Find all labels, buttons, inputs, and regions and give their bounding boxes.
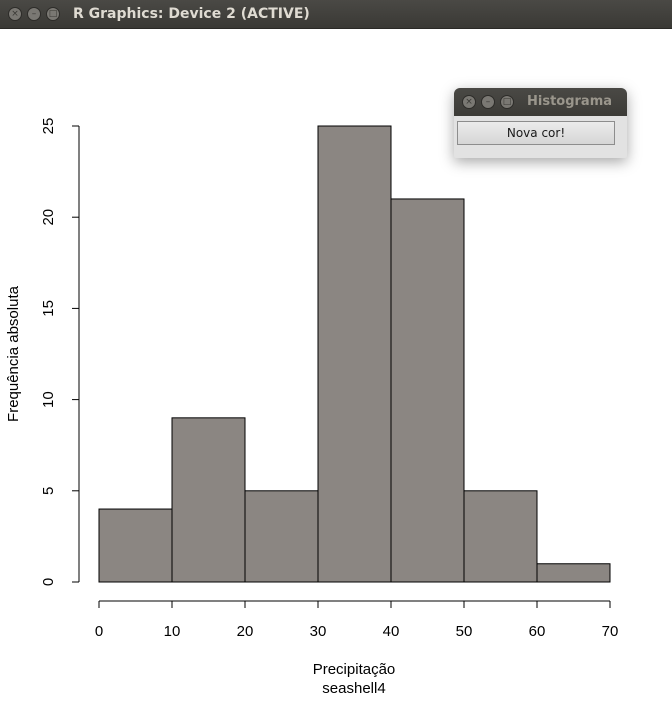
y-axis-label: Frequência absoluta	[5, 285, 22, 422]
histogram-bar	[98, 508, 173, 583]
histogram-dialog[interactable]: × – □ Histograma Nova cor!	[454, 88, 627, 158]
x-axis-label: Precipitação	[313, 661, 396, 678]
x-tick-label: 0	[95, 623, 103, 640]
x-tick-label: 50	[456, 623, 473, 640]
histogram-bar	[171, 417, 246, 583]
close-icon[interactable]: ×	[8, 7, 22, 21]
dialog-titlebar[interactable]: × – □ Histograma	[454, 88, 627, 116]
y-tick-label: 5	[40, 487, 57, 495]
histogram-bar	[463, 490, 538, 583]
histogram-bar	[244, 490, 319, 583]
x-tick-label: 60	[529, 623, 546, 640]
y-tick-label: 10	[40, 391, 57, 408]
x-tick-label: 40	[383, 623, 400, 640]
dialog-title: Histograma	[527, 94, 613, 109]
dialog-body: Nova cor!	[454, 116, 627, 158]
main-window-titlebar[interactable]: × – □ R Graphics: Device 2 (ACTIVE)	[0, 0, 672, 29]
histogram-bar	[536, 563, 611, 583]
plot-area: 0 5 10 15 20 25 0 10 20 30 40 50 60 70 Precipitação …	[0, 29, 672, 700]
maximize-icon[interactable]: □	[500, 95, 514, 109]
y-tick-label: 25	[40, 118, 57, 135]
histogram-bar	[317, 125, 392, 583]
y-tick-label: 0	[40, 578, 57, 586]
y-tick-label: 15	[40, 300, 57, 317]
minimize-icon[interactable]: –	[481, 95, 495, 109]
x-tick-label: 20	[237, 623, 254, 640]
maximize-icon[interactable]: □	[46, 7, 60, 21]
new-color-button[interactable]: Nova cor!	[457, 121, 615, 145]
y-tick-label: 20	[40, 209, 57, 226]
minimize-icon[interactable]: –	[27, 7, 41, 21]
histogram-bar	[390, 198, 465, 583]
chart-subtitle: seashell4	[322, 680, 385, 697]
x-tick-label: 10	[164, 623, 181, 640]
x-tick-label: 70	[602, 623, 619, 640]
window-title: R Graphics: Device 2 (ACTIVE)	[73, 6, 310, 22]
close-icon[interactable]: ×	[462, 95, 476, 109]
x-tick-label: 30	[310, 623, 327, 640]
